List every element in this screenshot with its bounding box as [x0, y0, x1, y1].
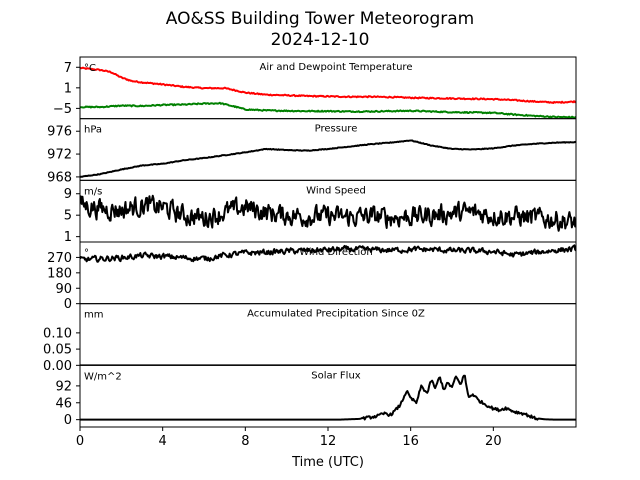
- x-tick-label: 20: [485, 434, 502, 449]
- y-tick-label: 1: [64, 230, 72, 245]
- x-tick-label: 16: [402, 434, 419, 449]
- y-tick-label: 5: [64, 209, 72, 224]
- figure-title: AO&SS Building Tower Meteorogram: [166, 9, 474, 29]
- y-tick-label: −5: [53, 102, 72, 117]
- y-tick-label: 90: [55, 282, 72, 297]
- panel-unit: W/m^2: [84, 371, 122, 382]
- series-line-solar-flux-0: [80, 374, 576, 421]
- y-tick-label: 1: [64, 81, 72, 96]
- series-line-pressure-0: [80, 139, 576, 178]
- panel-pressure: 976 972 968 hPa Pressure: [47, 118, 577, 185]
- figure-subtitle: 2024-12-10: [271, 30, 370, 50]
- y-tick-label: 0.10: [43, 326, 72, 341]
- y-tick-label: 92: [55, 379, 72, 394]
- y-tick-label: 7: [64, 61, 72, 76]
- series-line-wind-speed-0: [80, 194, 576, 232]
- panels: 7 1 −5 °C Air and Dewpoint Temperature 976 972…: [43, 56, 577, 428]
- panel-title: Solar Flux: [311, 370, 361, 381]
- panel-title: Air and Dewpoint Temperature: [260, 62, 413, 73]
- y-tick-label: 968: [47, 170, 72, 185]
- x-tick-label: 12: [320, 434, 337, 449]
- series-line-wind-direction-0: [80, 244, 576, 263]
- panel-unit: mm: [84, 310, 103, 321]
- series-line-air-and-dewpoint-temperature-0: [80, 66, 576, 105]
- x-axis: 0 4 8 12 16 20: [76, 427, 502, 449]
- y-tick-label: 972: [47, 148, 72, 163]
- panel-unit: hPa: [84, 125, 102, 136]
- panel-title: Wind Speed: [306, 185, 366, 196]
- panel-unit: °C: [84, 63, 96, 74]
- y-tick-label: 270: [47, 251, 72, 266]
- panel-title: Accumulated Precipitation Since 0Z: [247, 309, 425, 320]
- panel-unit: m/s: [84, 186, 102, 197]
- y-tick-label: 46: [55, 396, 72, 411]
- panel-wind-speed: 9 5 1 m/s Wind Speed: [64, 179, 577, 245]
- x-axis-label: Time (UTC): [291, 455, 364, 470]
- x-tick-label: 8: [241, 434, 249, 449]
- y-tick-label: 9: [64, 187, 72, 202]
- y-tick-label: 0: [64, 297, 72, 312]
- panel-unit: °: [84, 248, 89, 259]
- series-line-air-and-dewpoint-temperature-1: [80, 101, 576, 119]
- panel-title: Pressure: [315, 124, 358, 135]
- y-tick-label: 0: [64, 413, 72, 428]
- panel-title: Wind Direction: [299, 247, 373, 258]
- panel-air-and-dewpoint-temperature: 7 1 −5 °C Air and Dewpoint Temperature: [53, 56, 577, 120]
- panel-solar-flux: 92 46 0 W/m^2 Solar Flux: [55, 364, 577, 428]
- x-tick-label: 0: [76, 434, 84, 449]
- y-tick-label: 180: [47, 266, 72, 281]
- y-tick-label: 0.00: [43, 359, 72, 374]
- x-tick-label: 4: [159, 434, 167, 449]
- panel-accumulated-precipitation-since-0z: 0.10 0.050.00 mm Accumulated Precipitation …: [43, 303, 577, 374]
- y-tick-label: 0.05: [43, 343, 72, 358]
- y-tick-label: 976: [47, 125, 72, 140]
